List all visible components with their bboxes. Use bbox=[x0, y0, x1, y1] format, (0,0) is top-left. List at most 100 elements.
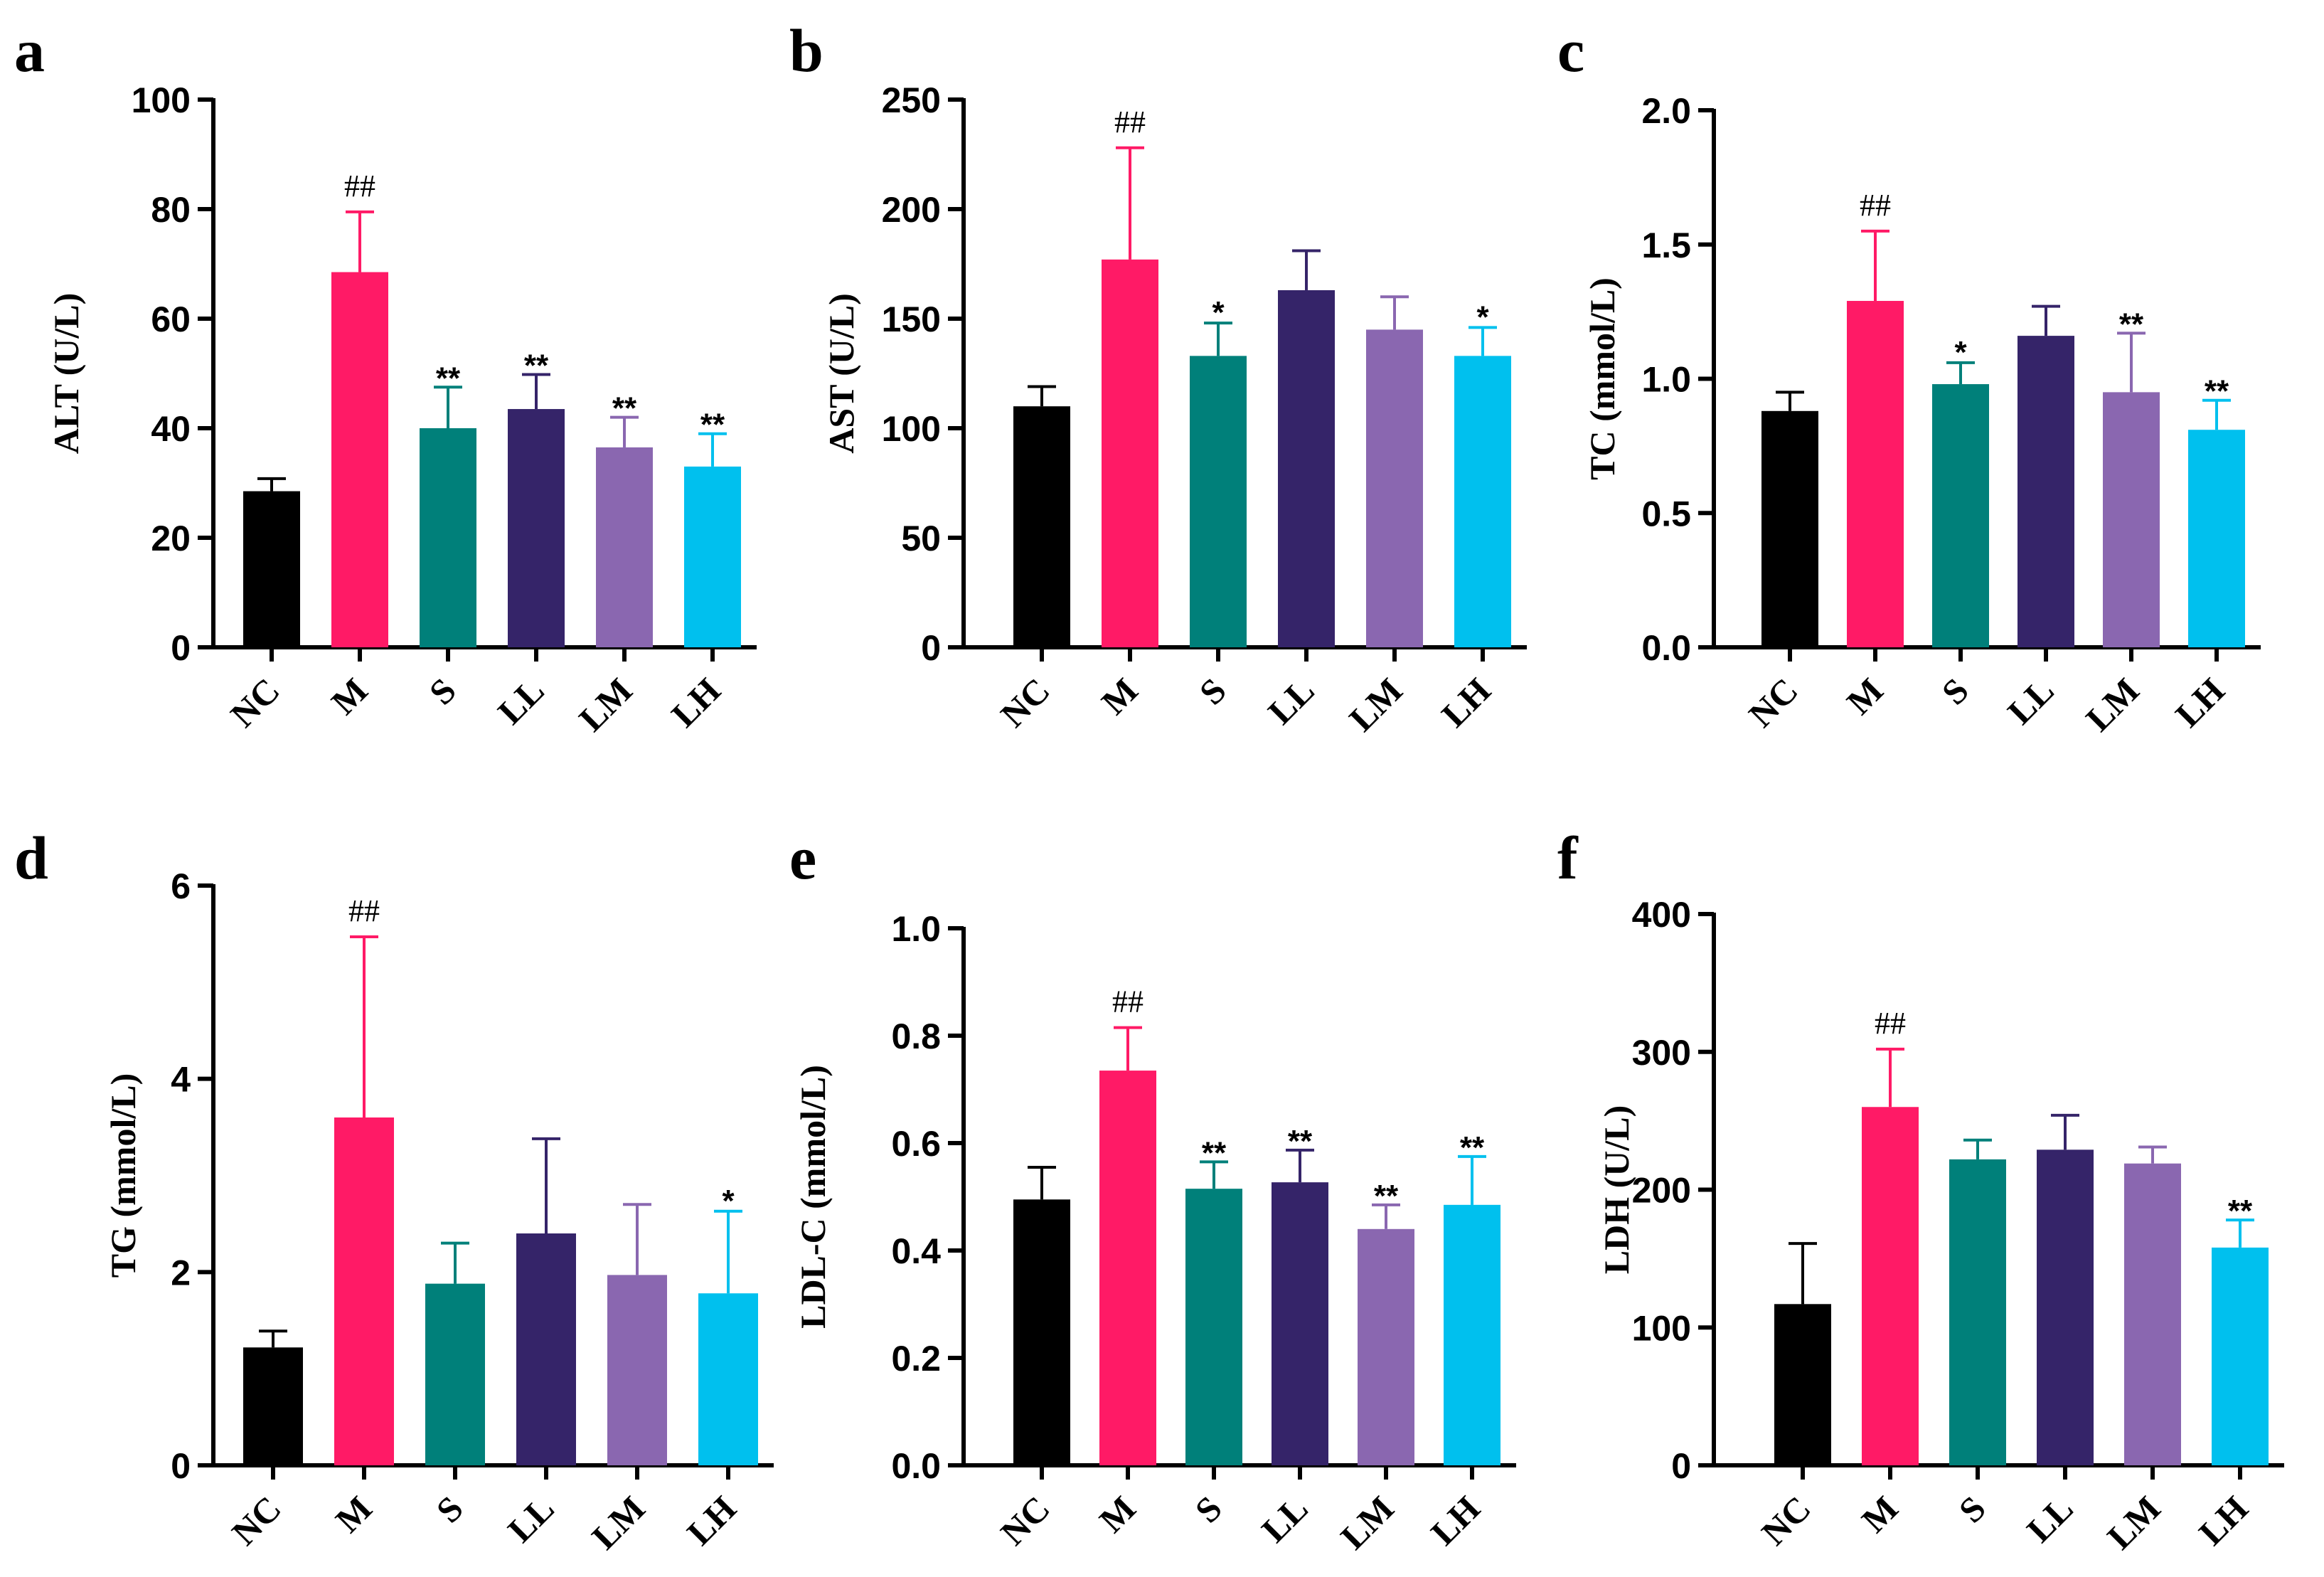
y-tick-label: 2.0 bbox=[1641, 91, 1691, 131]
y-axis-label: LDL-C (mmol/L) bbox=[793, 1065, 833, 1329]
significance-mark-M: ## bbox=[344, 169, 375, 203]
y-tick-label: 1.0 bbox=[1641, 360, 1691, 400]
y-tick-label: 60 bbox=[151, 299, 191, 339]
category-label-LH: LH bbox=[663, 670, 728, 735]
y-tick-label: 40 bbox=[151, 409, 191, 449]
significance-mark-M: ## bbox=[1860, 188, 1891, 223]
panel-e: e LDL-C (mmol/L) 0.0 0.2 0.4 0.6 0.8 1.0 NC M ## S *… bbox=[789, 824, 1516, 1557]
panel-b: b AST (U/L) 0 50 100 150 200 250 NC M ## S * LL LM LH * bbox=[789, 16, 1527, 739]
bar-S bbox=[425, 1283, 485, 1465]
y-tick-label: 0.0 bbox=[1641, 628, 1691, 668]
category-label-M: M bbox=[1094, 670, 1146, 722]
significance-mark-LH: ** bbox=[2205, 374, 2229, 409]
y-tick-label: 100 bbox=[132, 80, 191, 120]
bar-LL bbox=[1272, 1182, 1328, 1465]
y-tick-label: 0.4 bbox=[891, 1231, 941, 1271]
category-label-LM: LM bbox=[2099, 1488, 2168, 1557]
panel-letter: d bbox=[14, 824, 48, 892]
y-tick-label: 0 bbox=[171, 1446, 191, 1486]
bar-LL bbox=[2017, 336, 2074, 647]
bar-M bbox=[1862, 1107, 1919, 1465]
category-label-LL: LL bbox=[2000, 670, 2062, 732]
bar-LH bbox=[2188, 430, 2245, 647]
y-tick-label: 20 bbox=[151, 519, 191, 558]
significance-mark-S: * bbox=[1954, 335, 1967, 370]
y-tick-label: 250 bbox=[882, 80, 941, 120]
y-tick-label: 0.5 bbox=[1641, 494, 1691, 533]
significance-mark-M: ## bbox=[1875, 1006, 1906, 1041]
y-tick-label: 100 bbox=[882, 409, 941, 449]
category-label-S: S bbox=[1934, 670, 1976, 712]
panel-d: d TG (mmol/L) 0 2 4 6 NC M ## S LL LM LH * bbox=[14, 824, 774, 1557]
significance-mark-LL: ** bbox=[1288, 1124, 1313, 1159]
bar-LM bbox=[607, 1275, 667, 1465]
y-tick-label: 0.2 bbox=[891, 1339, 941, 1379]
y-tick-label: 100 bbox=[1632, 1308, 1691, 1348]
category-label-NC: NC bbox=[223, 670, 287, 735]
bar-LM bbox=[1358, 1228, 1414, 1465]
panel-letter: c bbox=[1557, 16, 1584, 85]
significance-mark-LH: * bbox=[722, 1184, 735, 1218]
panel-f: f LDH (U/L) 0 100 200 300 400 NC M ## S LL LM LH ** bbox=[1557, 824, 2284, 1557]
bar-NC bbox=[1774, 1304, 1831, 1465]
category-label-LM: LM bbox=[1341, 670, 1410, 739]
y-tick-label: 200 bbox=[1632, 1171, 1691, 1211]
bar-LM bbox=[2124, 1163, 2181, 1465]
panel-letter: e bbox=[789, 824, 816, 892]
category-label-M: M bbox=[1092, 1488, 1144, 1540]
category-label-M: M bbox=[1839, 670, 1891, 722]
y-axis-label: ALT (U/L) bbox=[46, 293, 86, 454]
category-label-LM: LM bbox=[2078, 670, 2147, 739]
bar-LH bbox=[2212, 1247, 2269, 1465]
y-tick-label: 50 bbox=[901, 519, 941, 558]
bar-S bbox=[1190, 356, 1247, 647]
category-label-LM: LM bbox=[571, 670, 640, 739]
significance-mark-LM: ** bbox=[2119, 307, 2144, 341]
bar-LL bbox=[508, 409, 565, 647]
bar-S bbox=[1949, 1159, 2006, 1465]
category-label-S: S bbox=[1192, 670, 1234, 712]
y-tick-label: 1.0 bbox=[891, 909, 941, 949]
y-axis-label: TC (mmol/L) bbox=[1582, 277, 1622, 480]
y-tick-label: 150 bbox=[882, 299, 941, 339]
category-label-S: S bbox=[1188, 1488, 1230, 1530]
significance-mark-S: * bbox=[1212, 295, 1225, 330]
category-label-LL: LL bbox=[500, 1488, 562, 1550]
bar-LM bbox=[1366, 329, 1423, 647]
significance-mark-LH: ** bbox=[1460, 1130, 1485, 1165]
bar-LH bbox=[1444, 1204, 1501, 1465]
significance-mark-LH: * bbox=[1476, 299, 1489, 334]
category-label-LM: LM bbox=[584, 1488, 653, 1557]
category-label-S: S bbox=[429, 1488, 471, 1530]
category-label-LM: LM bbox=[1333, 1488, 1402, 1557]
y-tick-label: 400 bbox=[1632, 895, 1691, 935]
panel-c: c TC (mmol/L) 0.0 0.5 1.0 1.5 2.0 NC M ## S * LL LM **… bbox=[1557, 16, 2261, 739]
y-tick-label: 1.5 bbox=[1641, 225, 1691, 265]
category-label-LL: LL bbox=[490, 670, 552, 732]
bar-NC bbox=[1013, 406, 1070, 647]
bar-NC bbox=[243, 1347, 303, 1465]
bar-LM bbox=[596, 447, 653, 647]
bar-M bbox=[331, 272, 388, 647]
bar-LH bbox=[684, 466, 741, 647]
bar-LL bbox=[2037, 1149, 2094, 1465]
panel-letter: a bbox=[14, 16, 45, 85]
panel-letter: b bbox=[789, 16, 823, 85]
bar-S bbox=[1185, 1189, 1242, 1465]
bar-LH bbox=[698, 1293, 758, 1465]
y-tick-label: 0.0 bbox=[891, 1446, 941, 1486]
significance-mark-S: ** bbox=[1202, 1135, 1227, 1170]
y-tick-label: 80 bbox=[151, 190, 191, 230]
category-label-LH: LH bbox=[2168, 670, 2232, 735]
significance-mark-LL: ** bbox=[524, 349, 549, 383]
bar-NC bbox=[1761, 410, 1818, 647]
bar-M bbox=[1847, 301, 1904, 647]
significance-mark-LH: ** bbox=[2228, 1194, 2253, 1228]
category-label-NC: NC bbox=[224, 1488, 289, 1553]
category-label-LH: LH bbox=[679, 1488, 744, 1553]
y-axis-label: TG (mmol/L) bbox=[103, 1073, 143, 1278]
y-tick-label: 6 bbox=[171, 866, 191, 906]
y-axis-label: AST (U/L) bbox=[821, 293, 861, 454]
bar-M bbox=[334, 1117, 394, 1465]
